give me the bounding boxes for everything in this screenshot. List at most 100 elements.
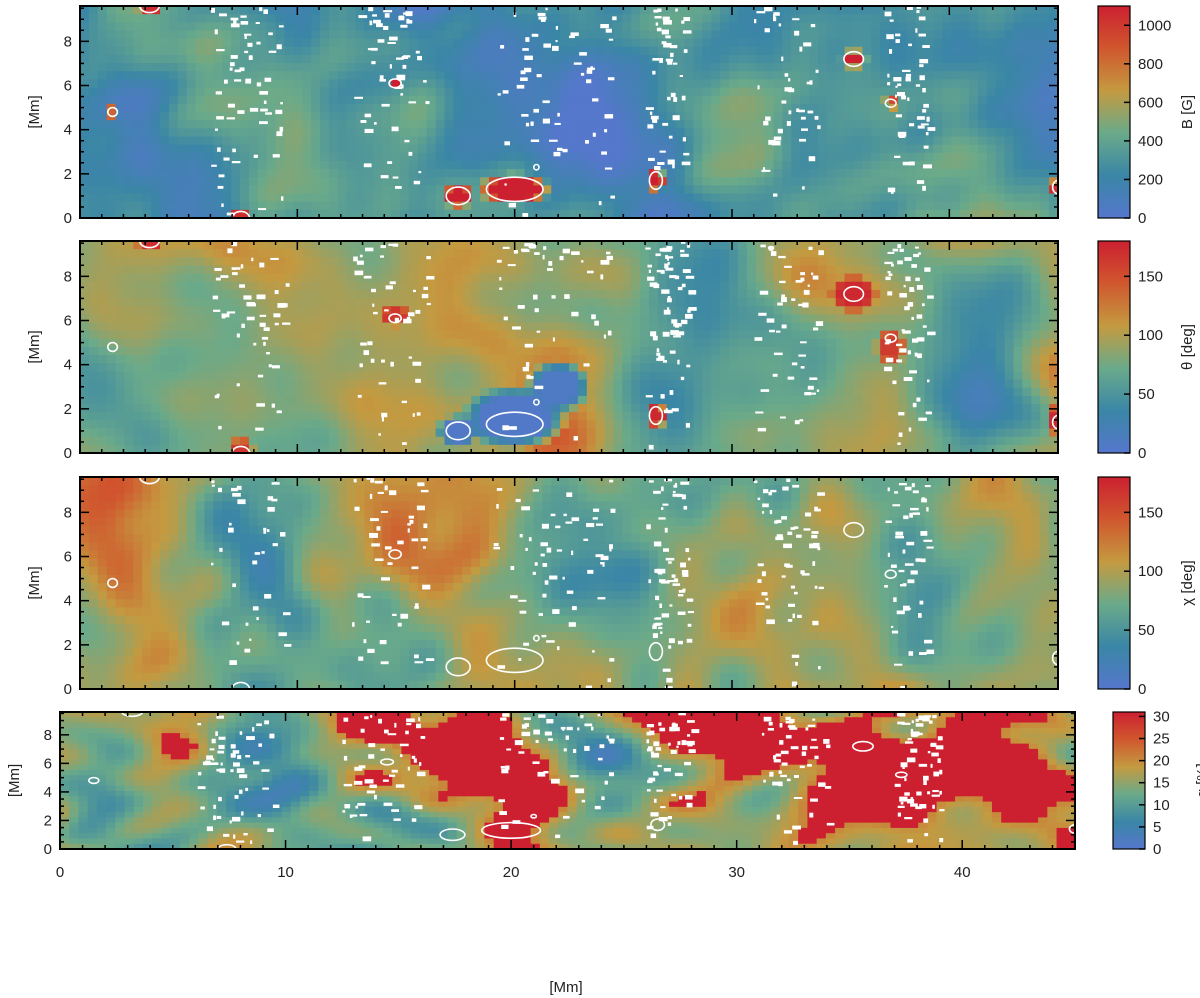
heatmap-cell (631, 46, 641, 56)
heatmap-cell (142, 241, 152, 250)
missing-pixel (384, 13, 390, 18)
heatmap-cell (933, 79, 944, 89)
heatmap-cell (480, 355, 490, 364)
heatmap-cell (853, 201, 863, 211)
missing-pixel (814, 115, 819, 120)
heatmap-cell (817, 87, 828, 97)
heatmap-cell (195, 338, 206, 348)
heatmap-cell (889, 289, 899, 299)
heatmap-cell (106, 120, 117, 129)
missing-pixel (683, 17, 691, 21)
heatmap-cell (551, 46, 561, 56)
heatmap-cell (844, 136, 855, 146)
heatmap-cell (800, 241, 810, 250)
heatmap-cell (444, 112, 455, 121)
missing-pixel (237, 110, 245, 114)
heatmap-cell (595, 347, 606, 356)
heatmap-cell (693, 273, 703, 283)
heatmap-cell (542, 120, 552, 129)
heatmap-cell (453, 160, 463, 170)
plot-frame (79, 5, 1059, 219)
heatmap-cell (240, 209, 250, 219)
heatmap-cell (328, 95, 339, 105)
heatmap-cell (400, 120, 410, 129)
heatmap-cell (471, 30, 481, 40)
heatmap-cell (613, 136, 623, 146)
heatmap-cell (640, 112, 650, 121)
heatmap-cell (826, 249, 837, 258)
heatmap-cell (871, 38, 881, 48)
heatmap-cell (933, 298, 944, 307)
heatmap-cell (115, 306, 126, 315)
heatmap-cell (1049, 63, 1059, 72)
missing-pixel (279, 126, 284, 132)
heatmap-cell (586, 95, 597, 105)
heatmap-cell (124, 177, 134, 186)
heatmap-cell (684, 185, 695, 195)
heatmap-cell (417, 128, 428, 138)
heatmap-cell (746, 185, 757, 195)
heatmap-cell (240, 169, 250, 178)
heatmap-cell (871, 306, 881, 315)
heatmap-cell (266, 38, 277, 48)
heatmap-cell (897, 177, 908, 186)
heatmap-cell (195, 14, 206, 23)
heatmap-cell (373, 257, 383, 267)
heatmap-cell (231, 30, 241, 40)
heatmap-cell (542, 136, 552, 146)
heatmap-cell (471, 347, 481, 356)
heatmap-cell (782, 209, 792, 219)
heatmap-cell (462, 265, 472, 275)
heatmap-cell (675, 95, 686, 105)
heatmap-cell (97, 14, 108, 23)
heatmap-cell (328, 265, 339, 275)
heatmap-cell (222, 38, 232, 48)
heatmap-cell (702, 63, 712, 72)
heatmap-cell (302, 330, 312, 340)
heatmap-cell (711, 160, 721, 170)
heatmap-cell (995, 330, 1006, 340)
heatmap-cell (711, 201, 721, 211)
missing-pixel (395, 186, 402, 189)
heatmap-cell (151, 185, 161, 195)
heatmap-cell (444, 79, 455, 89)
heatmap-cell (631, 144, 641, 154)
heatmap-cell (773, 144, 783, 154)
heatmap-cell (995, 103, 1006, 113)
heatmap-cell (177, 169, 188, 178)
heatmap-cell (355, 201, 366, 211)
heatmap-cell (1031, 160, 1041, 170)
heatmap-cell (426, 177, 437, 186)
heatmap-cell (142, 79, 152, 89)
missing-pixel (521, 114, 529, 117)
heatmap-cell (1049, 6, 1059, 15)
heatmap-cell (408, 30, 419, 40)
heatmap-cell (746, 160, 757, 170)
heatmap-cell (577, 347, 588, 356)
heatmap-cell (817, 120, 828, 129)
heatmap-cell (1049, 14, 1059, 23)
heatmap-cell (1013, 152, 1024, 162)
heatmap-cell (933, 185, 944, 195)
heatmap-cell (791, 281, 801, 291)
heatmap-cell (995, 298, 1006, 307)
heatmap-cell (880, 136, 890, 146)
heatmap-cell (497, 30, 508, 40)
heatmap-cell (933, 289, 944, 299)
heatmap-cell (720, 355, 730, 364)
heatmap-cell (666, 314, 677, 324)
heatmap-cell (737, 298, 748, 307)
heatmap-cell (364, 22, 374, 32)
heatmap-cell (1031, 273, 1041, 283)
heatmap-cell (373, 30, 383, 40)
heatmap-cell (969, 322, 979, 332)
heatmap-cell (826, 193, 837, 203)
heatmap-cell (311, 355, 321, 364)
heatmap-cell (889, 306, 899, 315)
heatmap-cell (640, 281, 650, 291)
heatmap-cell (257, 273, 268, 283)
heatmap-cell (915, 322, 926, 332)
heatmap-cell (435, 169, 446, 178)
heatmap-cell (853, 298, 863, 307)
heatmap-cell (364, 177, 374, 186)
